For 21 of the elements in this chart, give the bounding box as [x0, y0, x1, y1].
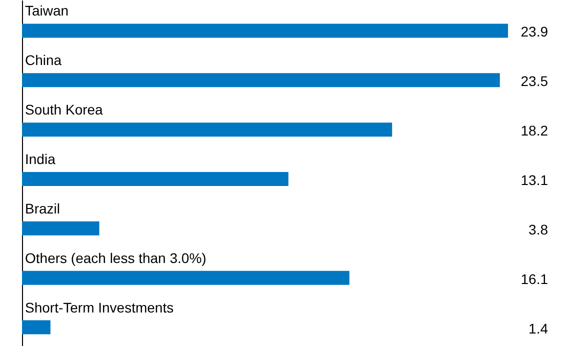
y-tick-label: Others (each less than 3.0%): [25, 250, 206, 266]
y-tick-label: Taiwan: [25, 2, 69, 19]
y-tick-label: China: [25, 52, 62, 68]
y-tick-label: Short-Term Investments: [25, 299, 174, 316]
y-tick-label: Brazil: [25, 200, 60, 216]
bar: [22, 122, 392, 137]
data-label: 16.1: [520, 270, 548, 287]
bar: [22, 172, 288, 186]
bar: [22, 221, 100, 236]
data-label: 23.5: [520, 73, 548, 90]
data-label: 1.4: [528, 320, 548, 336]
y-tick-label: India: [25, 151, 56, 167]
data-label: 23.9: [520, 24, 548, 40]
data-label: 18.2: [520, 122, 548, 139]
bar: [22, 24, 508, 38]
y-tick-label: South Korea: [25, 102, 104, 118]
bar: [22, 73, 500, 88]
bar: [22, 320, 50, 334]
data-label: 3.8: [528, 221, 548, 238]
bar: [22, 270, 350, 285]
data-label: 13.1: [520, 172, 548, 188]
